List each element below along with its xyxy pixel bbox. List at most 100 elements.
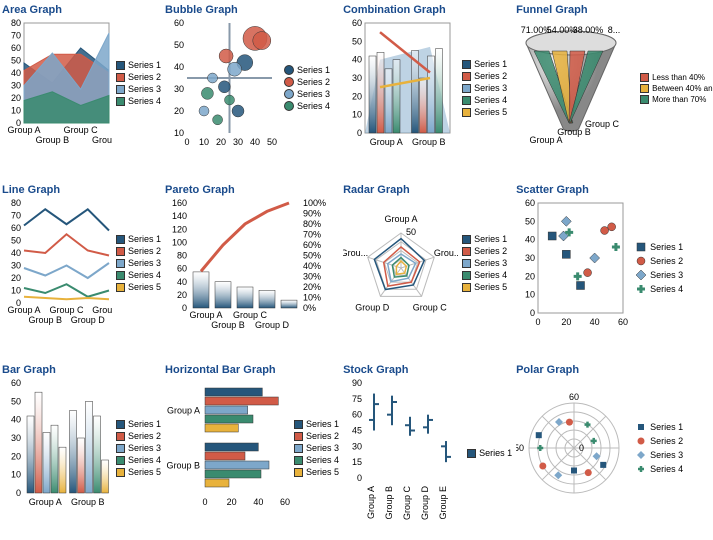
svg-text:100%: 100%	[303, 198, 326, 208]
svg-text:40: 40	[11, 415, 21, 425]
svg-text:50%: 50%	[303, 251, 321, 261]
svg-text:Group D: Group D	[355, 303, 390, 313]
svg-text:30: 30	[11, 433, 21, 443]
svg-text:20: 20	[177, 290, 187, 300]
svg-text:0: 0	[203, 497, 208, 507]
stock-chart-cell: Stock Graph 0153045607590Group AGroup BG…	[341, 360, 514, 540]
svg-text:Group B: Group B	[36, 135, 70, 145]
svg-text:0: 0	[530, 308, 535, 318]
svg-text:Group D: Group D	[71, 315, 106, 325]
svg-text:50: 50	[267, 137, 277, 147]
svg-text:Group C: Group C	[585, 119, 620, 129]
svg-text:80: 80	[177, 251, 187, 261]
svg-text:0: 0	[536, 317, 541, 327]
svg-text:80: 80	[11, 198, 21, 208]
svg-text:40: 40	[250, 137, 260, 147]
radar-title: Radar Graph	[343, 184, 512, 196]
svg-text:Grou...: Grou...	[434, 248, 458, 258]
chart-grid: Area Graph 0 10 20 30 40 50 60 70 80 Group A Group…	[0, 0, 713, 540]
svg-text:40%: 40%	[303, 261, 321, 271]
svg-text:30: 30	[525, 253, 535, 263]
radar-legend: Series 1Series 2Series 3Series 4Series 5	[458, 198, 507, 328]
pareto-plot: 0204060801001201401600%10%20%30%40%50%60…	[165, 198, 335, 338]
svg-text:0: 0	[182, 303, 187, 313]
svg-text:0: 0	[185, 137, 190, 147]
svg-text:40: 40	[174, 62, 184, 72]
svg-text:Group E: Group E	[92, 305, 112, 315]
hbar-plot: 0204060Group AGroup B	[165, 378, 290, 518]
funnel-chart-cell: Funnel Graph 71.00%54.00%38.00%8...Group…	[514, 0, 713, 180]
svg-text:15: 15	[352, 457, 362, 467]
svg-text:50: 50	[516, 443, 524, 453]
svg-text:60: 60	[569, 392, 579, 402]
svg-text:60: 60	[11, 223, 21, 233]
svg-text:Group A: Group A	[366, 486, 376, 519]
svg-text:50: 50	[11, 56, 21, 66]
svg-text:70: 70	[11, 211, 21, 221]
pareto-title: Pareto Graph	[165, 184, 339, 196]
funnel-title: Funnel Graph	[516, 4, 713, 16]
svg-text:160: 160	[172, 198, 187, 208]
svg-text:60: 60	[174, 18, 184, 28]
svg-text:Group A: Group A	[370, 137, 403, 147]
scatter-title: Scatter Graph	[516, 184, 713, 196]
svg-text:Grou...: Grou...	[343, 248, 368, 258]
svg-text:Group B: Group B	[28, 315, 62, 325]
svg-text:50: 50	[352, 36, 362, 46]
svg-text:Group D: Group D	[255, 320, 290, 330]
svg-text:40: 40	[253, 497, 263, 507]
svg-text:120: 120	[172, 224, 187, 234]
svg-text:20: 20	[11, 451, 21, 461]
bubble-chart-cell: Bubble Graph 10203040506001020304050 Ser…	[163, 0, 341, 180]
svg-text:Group B: Group B	[384, 486, 394, 520]
hbar-chart-cell: Horizontal Bar Graph 0204060Group AGroup…	[163, 360, 341, 540]
svg-text:80%: 80%	[303, 219, 321, 229]
stock-legend: Series 1	[463, 378, 512, 528]
svg-text:Group C: Group C	[413, 303, 448, 313]
svg-text:60: 60	[11, 43, 21, 53]
svg-text:30: 30	[352, 73, 362, 83]
line-chart-cell: Line Graph 01020304050607080Group AGroup…	[0, 180, 163, 360]
svg-text:Group A: Group A	[190, 310, 223, 320]
svg-text:140: 140	[172, 211, 187, 221]
bubble-title: Bubble Graph	[165, 4, 339, 16]
svg-text:8...: 8...	[608, 25, 621, 35]
svg-text:60: 60	[280, 497, 290, 507]
svg-text:10: 10	[352, 110, 362, 120]
svg-text:40: 40	[525, 235, 535, 245]
svg-text:30: 30	[352, 441, 362, 451]
svg-text:40: 40	[177, 277, 187, 287]
svg-text:60: 60	[177, 264, 187, 274]
svg-text:10: 10	[11, 106, 21, 116]
scatter-legend: Series 1Series 2Series 3Series 4	[631, 198, 683, 338]
hbar-title: Horizontal Bar Graph	[165, 364, 339, 376]
funnel-plot: 71.00%54.00%38.00%8...Group AGroup BGrou…	[516, 18, 636, 158]
svg-text:20: 20	[561, 317, 571, 327]
svg-text:10: 10	[525, 290, 535, 300]
svg-text:20: 20	[216, 137, 226, 147]
svg-text:80: 80	[11, 18, 21, 28]
svg-text:20: 20	[525, 271, 535, 281]
radar-plot: Group AGrou...Group CGroup DGrou...50	[343, 198, 458, 328]
svg-text:20: 20	[174, 106, 184, 116]
svg-text:50: 50	[11, 396, 21, 406]
combo-plot: 0102030405060Group AGroup B	[343, 18, 458, 158]
svg-text:30%: 30%	[303, 272, 321, 282]
svg-text:50: 50	[11, 236, 21, 246]
svg-text:50: 50	[406, 227, 416, 237]
svg-text:10: 10	[199, 137, 209, 147]
polar-legend: Series 1Series 2Series 3Series 4	[631, 378, 683, 518]
svg-text:Group A: Group A	[167, 406, 200, 416]
svg-text:30: 30	[11, 81, 21, 91]
svg-text:Group B: Group B	[71, 497, 105, 507]
polar-plot: 05060	[516, 378, 631, 518]
area-plot: 01020304050607080Group AGroup BGroup CGr…	[2, 18, 112, 148]
polar-title: Polar Graph	[516, 364, 713, 376]
svg-text:0%: 0%	[303, 303, 316, 313]
svg-text:40: 40	[352, 55, 362, 65]
svg-text:Group B: Group B	[167, 461, 201, 471]
area-title: Area Graph	[2, 4, 161, 16]
radar-chart-cell: Radar Graph Group AGrou...Group CGroup D…	[341, 180, 514, 360]
svg-text:30: 30	[233, 137, 243, 147]
svg-text:0: 0	[16, 488, 21, 498]
